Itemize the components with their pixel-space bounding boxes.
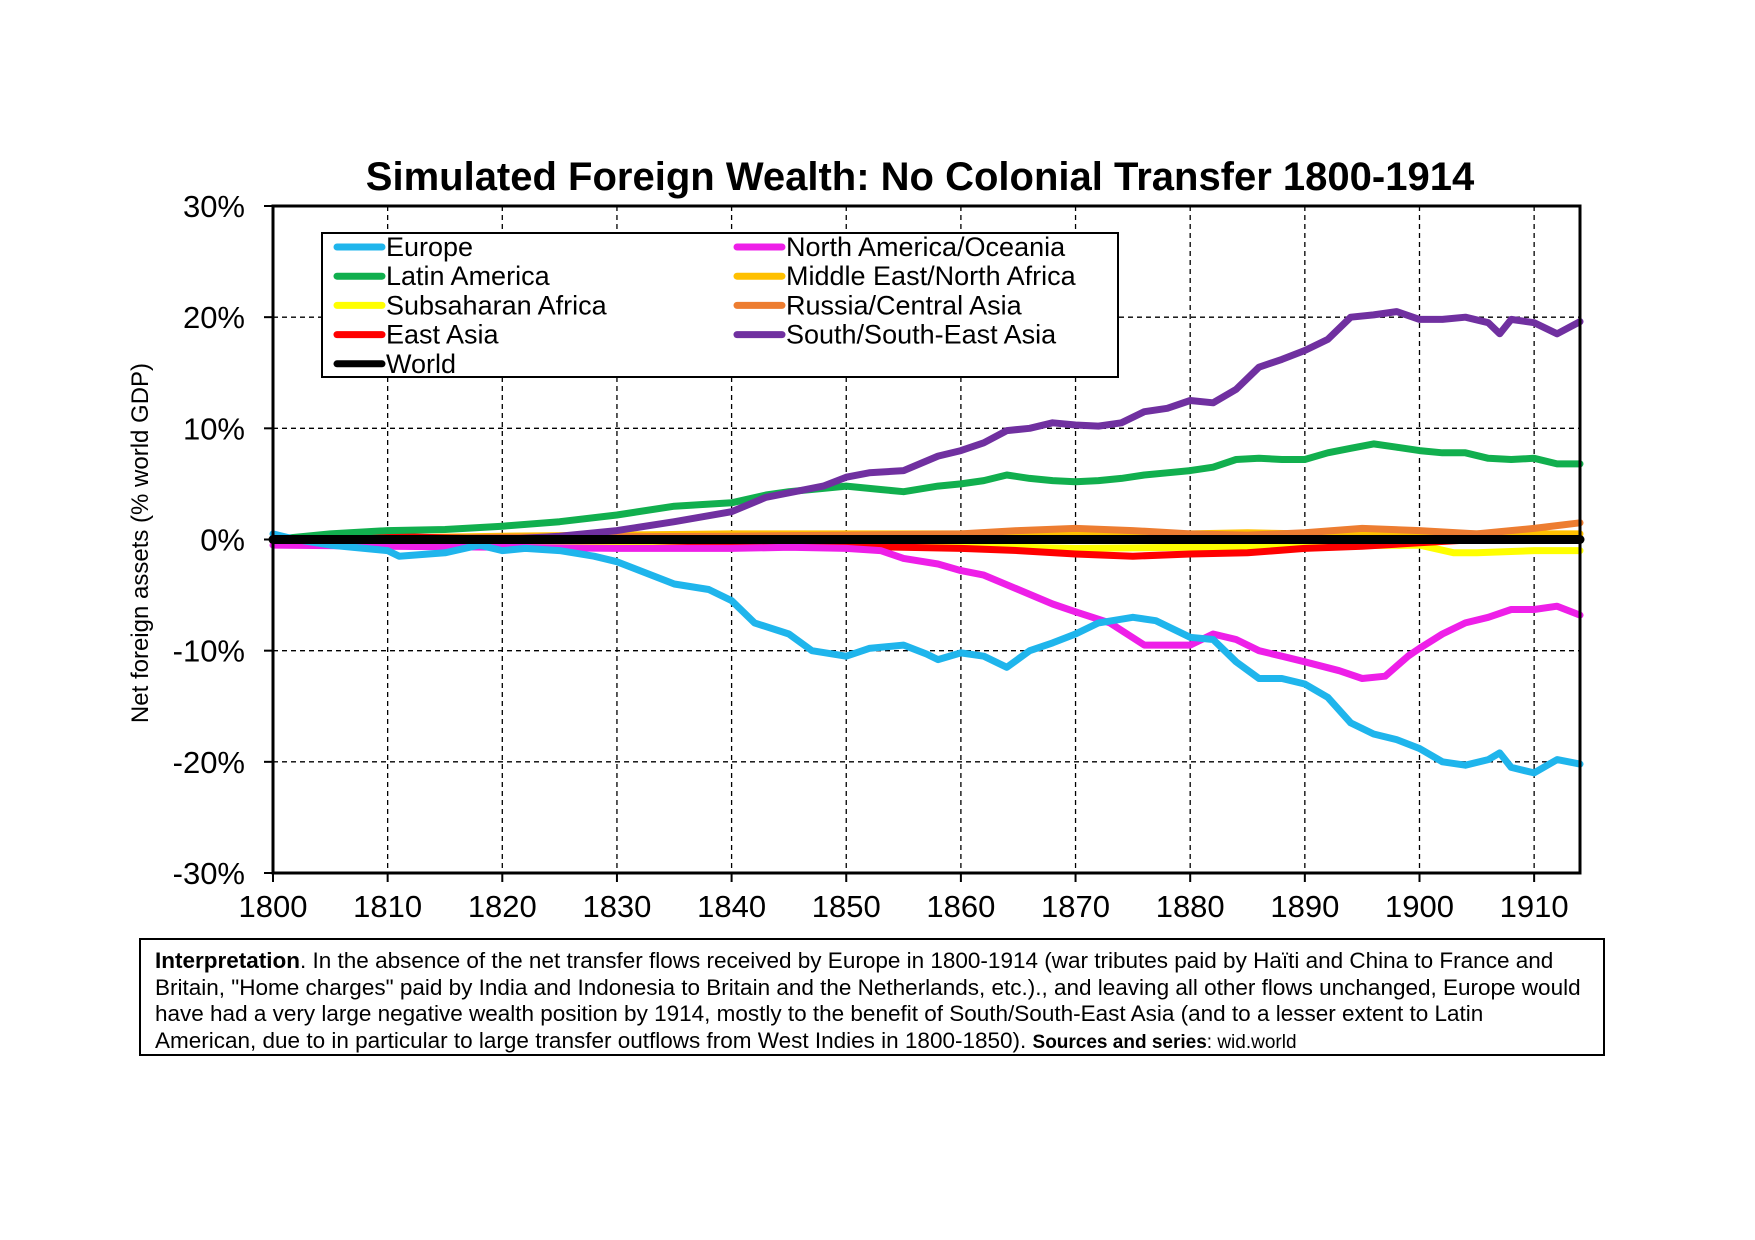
y-tick-label: 10% [183,411,245,446]
series-line-north-america-oceania [269,541,1584,682]
x-tick-label: 1840 [697,889,766,924]
legend-label-east-asia: East Asia [386,320,500,350]
legend-box [321,232,1119,378]
x-tick-label: 1910 [1500,889,1569,924]
y-tick-label: -10% [173,634,245,669]
y-axis: 30% 20% 10% 0% -10% -20% -30% [173,189,273,891]
x-tick-label: 1810 [353,889,422,924]
legend-label-latin-america: Latin America [386,261,551,291]
x-tick-label: 1830 [582,889,651,924]
legend: Europe North America/Oceania Latin America… [321,232,1119,379]
series-line-latin-america [269,440,1584,543]
sources-label: Sources and series [1032,1031,1207,1053]
series-line-south-south-east-asia [269,308,1584,543]
y-tick-label: 30% [183,189,245,224]
x-tick-label: 1900 [1385,889,1454,924]
interpretation-note: Interpretation. In the absence of the ne… [139,938,1605,1056]
legend-label-subsaharan-africa: Subsaharan Africa [386,290,608,320]
x-tick-label: 1870 [1041,889,1110,924]
x-tick-label: 1800 [239,889,308,924]
legend-label-north-america-oceania: North America/Oceania [786,232,1066,262]
legend-label-europe: Europe [386,232,473,262]
sources-value: : wid.world [1206,1031,1297,1053]
series-lines [268,308,1585,777]
y-tick-label: 0% [200,523,245,558]
x-tick-label: 1860 [926,889,995,924]
series-line-europe [269,530,1584,777]
legend-label-world: World [386,349,456,379]
x-tick-label: 1880 [1156,889,1225,924]
y-axis-label: Net foreign assets (% world GDP) [127,363,154,723]
note-label: Interpretation [155,948,301,973]
x-axis: 1800 1810 1820 1830 1840 1850 1860 1870 1880 1890… [239,873,1569,924]
y-tick-label: -30% [173,856,245,891]
x-tick-label: 1820 [468,889,537,924]
note-text: . In the absence of the net transfer flo… [155,948,1581,1053]
y-tick-label: -20% [173,745,245,780]
x-tick-label: 1850 [812,889,881,924]
chart-title: Simulated Foreign Wealth: No Colonial Tr… [366,155,1475,199]
plot-area-frame [271,204,1582,875]
legend-label-south-south-east-asia: South/South-East Asia [786,320,1057,350]
legend-label-russia-central-asia: Russia/Central Asia [786,290,1023,320]
legend-label-middle-east-north-africa: Middle East/North Africa [786,261,1077,291]
x-tick-label: 1890 [1270,889,1339,924]
y-tick-label: 20% [183,300,245,335]
